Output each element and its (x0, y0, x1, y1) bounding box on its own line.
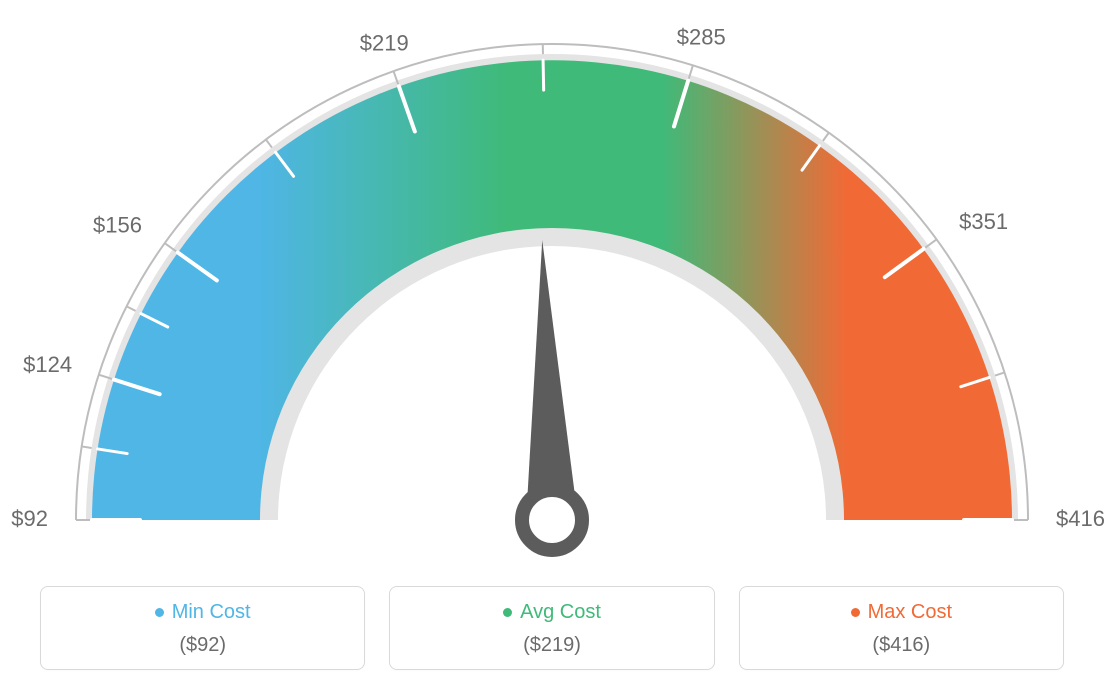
gauge-chart-container: $92 $124 $156 $219 $285 $351 $416 Min Cost ($9… (0, 0, 1104, 690)
legend-title-min: Min Cost (155, 601, 251, 624)
svg-text:$351: $351 (959, 209, 1008, 234)
legend-value-avg: ($219) (398, 634, 705, 657)
legend-title-avg: Avg Cost (503, 601, 601, 624)
svg-text:$92: $92 (11, 506, 48, 531)
legend-title-max: Max Cost (851, 601, 952, 624)
legend-dot-avg (503, 608, 512, 617)
legend-card-min: Min Cost ($92) (40, 586, 365, 670)
legend-label-avg: Avg Cost (520, 601, 601, 624)
svg-text:$416: $416 (1056, 506, 1104, 531)
legend-label-min: Min Cost (172, 601, 251, 624)
legend-row: Min Cost ($92) Avg Cost ($219) Max Cost … (0, 586, 1104, 670)
legend-value-min: ($92) (49, 634, 356, 657)
legend-label-max: Max Cost (868, 601, 952, 624)
legend-dot-max (851, 608, 860, 617)
legend-value-max: ($416) (748, 634, 1055, 657)
svg-text:$285: $285 (677, 24, 726, 49)
svg-text:$124: $124 (23, 352, 72, 377)
svg-text:$219: $219 (360, 31, 409, 56)
legend-dot-min (155, 608, 164, 617)
legend-card-avg: Avg Cost ($219) (389, 586, 714, 670)
gauge: $92 $124 $156 $219 $285 $351 $416 (0, 20, 1104, 560)
legend-card-max: Max Cost ($416) (739, 586, 1064, 670)
svg-text:$156: $156 (93, 213, 142, 238)
